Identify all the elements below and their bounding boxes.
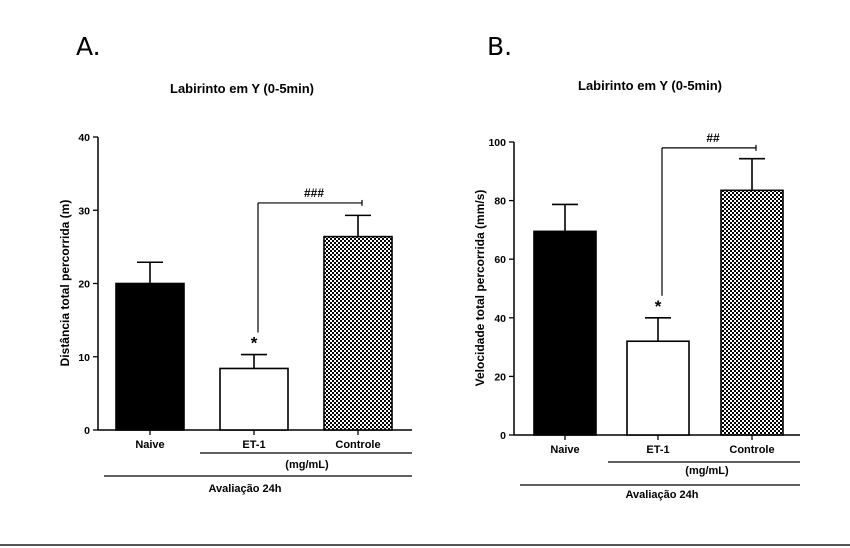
panel-a-y-tick-label-0: 0 [84, 425, 90, 437]
panel-b-bar-et-1 [626, 340, 690, 436]
panel-b-letter: B. [487, 32, 512, 61]
panel-a-y-tick-label-2: 20 [78, 279, 90, 291]
panel-a-letter: A. [76, 32, 101, 61]
panel-a-title: Labirinto em Y (0-5min) [170, 81, 314, 96]
panel-a-group-label: (mg/mL) [285, 459, 329, 471]
panel-a-y-axis-label: Distância total percorrida (m) [58, 200, 72, 367]
panel-b-y-tick-label-1: 20 [494, 371, 506, 383]
panel-a-category-label-1: ET-1 [242, 439, 265, 451]
panel-a-bar-controle [323, 235, 393, 431]
panel-b-hash-annotation: ## [706, 131, 720, 145]
panel-b-y-axis-label: Velocidade total percorrida (mm/s) [473, 190, 487, 387]
panel-a-category-label-0: Naive [135, 439, 164, 451]
panel-b-y-tick-label-0: 0 [500, 430, 506, 442]
panel-b-y-tick-label-2: 40 [494, 313, 506, 325]
panel-b-y-tick-label-3: 60 [494, 254, 506, 266]
panel-b-y-tick-label-5: 100 [488, 137, 506, 149]
panel-b-category-label-0: Naive [550, 444, 579, 456]
panel-a-y-tick-label-4: 40 [78, 132, 90, 144]
panel-a-bar-naive [115, 282, 185, 431]
panel-a-hash-annotation: ### [304, 186, 324, 200]
panel-b-category-label-2: Controle [729, 444, 774, 456]
panel-b-bar-naive [533, 230, 597, 436]
panel-b-significance-star: * [655, 297, 662, 316]
chart-marks: 0 10 20 30 40 Naive ET-1 Controle * ### 0 20 40 60 80 1… [78, 131, 800, 456]
panel-b-y-tick-label-4: 80 [494, 196, 506, 208]
panel-b-title: Labirinto em Y (0-5min) [578, 78, 722, 93]
panel-a-category-label-2: Controle [335, 439, 380, 451]
panel-a-y-tick-label-3: 30 [78, 205, 90, 217]
panel-b-bar-controle [720, 189, 784, 436]
panel-a-footer-label: Avaliação 24h [209, 483, 282, 495]
panel-b-category-label-1: ET-1 [646, 444, 669, 456]
panel-b-group-label: (mg/mL) [685, 465, 729, 477]
panel-a-significance-star: * [251, 334, 258, 353]
panel-a-y-tick-label-1: 10 [78, 352, 90, 364]
panel-b-footer-label: Avaliação 24h [626, 489, 699, 501]
bottom-rule [0, 544, 850, 546]
panel-a-bar-et-1 [219, 367, 289, 431]
